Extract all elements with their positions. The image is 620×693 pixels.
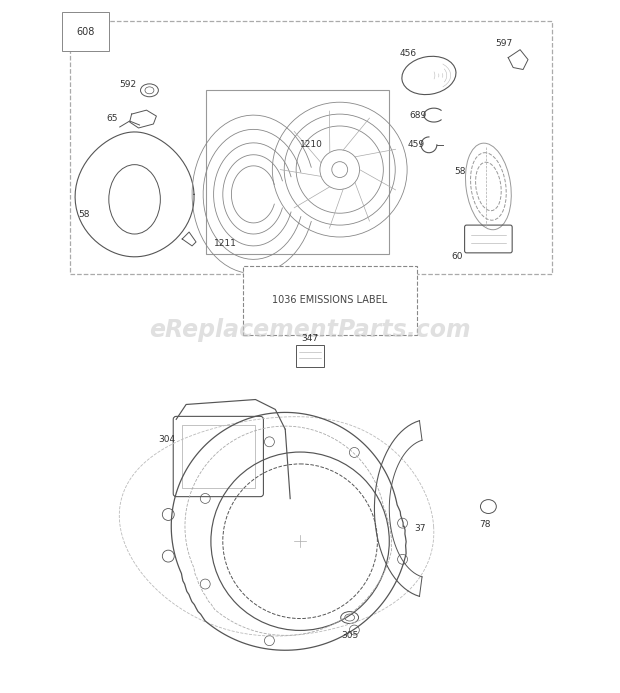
Text: 305: 305: [341, 631, 358, 640]
Text: 689: 689: [409, 111, 427, 120]
Text: 456: 456: [399, 49, 416, 58]
Text: 459: 459: [407, 140, 424, 149]
Text: 78: 78: [480, 520, 491, 529]
Text: 608: 608: [76, 27, 94, 37]
Text: 60: 60: [452, 252, 463, 261]
Text: 58: 58: [454, 167, 466, 176]
Text: 37: 37: [414, 524, 425, 533]
Text: 58: 58: [78, 210, 90, 219]
Bar: [206, 90, 389, 254]
Bar: [70, 21, 552, 274]
Text: eReplacementParts.com: eReplacementParts.com: [149, 318, 471, 342]
Text: 1036 EMISSIONS LABEL: 1036 EMISSIONS LABEL: [272, 295, 388, 306]
Text: 597: 597: [495, 40, 513, 49]
Text: 1211: 1211: [214, 239, 237, 248]
Text: 304: 304: [158, 435, 175, 444]
Text: 1210: 1210: [300, 140, 323, 149]
Text: 65: 65: [107, 114, 118, 123]
Text: 347: 347: [301, 334, 319, 343]
Text: 592: 592: [120, 80, 137, 89]
